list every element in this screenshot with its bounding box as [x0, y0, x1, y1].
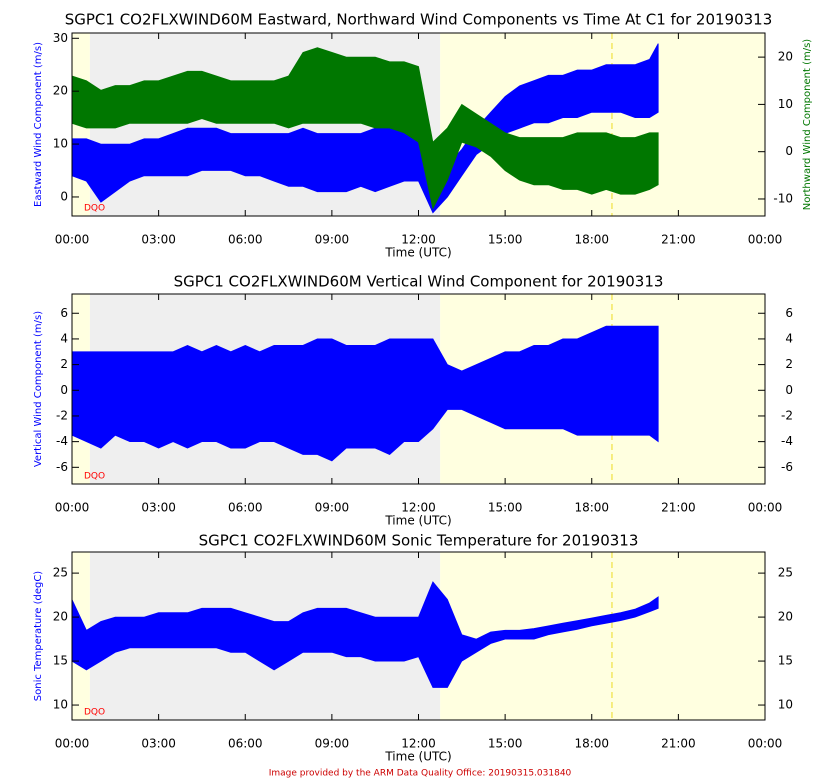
y2-tick-label: 20	[778, 610, 793, 624]
x-axis-label: Time (UTC)	[384, 750, 451, 764]
x-tick-label: 00:00	[748, 233, 783, 247]
x-tick-label: 15:00	[488, 501, 523, 515]
y-tick-label: 25	[53, 566, 68, 580]
y-tick-label: 20	[53, 84, 68, 98]
x-tick-label: 21:00	[661, 737, 696, 751]
data-band	[72, 325, 659, 462]
x-tick-label: 00:00	[55, 737, 90, 751]
y-tick-label: 4	[60, 331, 68, 345]
y2-tick-label: 15	[778, 654, 793, 668]
x-tick-label: 21:00	[661, 233, 696, 247]
x-axis-label: Time (UTC)	[384, 514, 451, 528]
x-tick-label: 00:00	[55, 501, 90, 515]
y2-tick-label: -10	[773, 191, 793, 205]
y2-tick-label: -4	[781, 434, 793, 448]
x-tick-label: 18:00	[574, 233, 609, 247]
y-tick-label: 20	[53, 610, 68, 624]
chart-title: SGPC1 CO2FLXWIND60M Vertical Wind Compon…	[174, 273, 664, 291]
x-tick-label: 00:00	[748, 737, 783, 751]
panel: 00:00 03:00 06:00 09:00 12:00 15:00 18:00 21:00…	[33, 532, 793, 764]
x-tick-label: 18:00	[574, 737, 609, 751]
x-tick-label: 03:00	[141, 501, 176, 515]
y-tick-label: 10	[53, 137, 68, 151]
y-tick-label: 6	[60, 306, 68, 320]
annotation: DQO	[84, 472, 105, 482]
x-tick-label: 00:00	[748, 501, 783, 515]
y2-tick-label: 10	[778, 97, 793, 111]
y2-tick-label: -2	[781, 408, 793, 422]
data-band	[72, 581, 659, 688]
y-axis-label: Eastward Wind Component (m/s)	[33, 42, 44, 207]
chart-title: SGPC1 CO2FLXWIND60M Sonic Temperature fo…	[199, 532, 639, 550]
y2-tick-label: 4	[785, 331, 793, 345]
x-tick-label: 18:00	[574, 501, 609, 515]
data-band	[72, 47, 659, 210]
y-tick-label: 2	[60, 357, 68, 371]
y-tick-label: 30	[53, 31, 68, 45]
annotation: DQO	[84, 708, 105, 718]
x-tick-label: 21:00	[661, 501, 696, 515]
y2-tick-label: -6	[781, 460, 793, 474]
panel: 00:00 03:00 06:00 09:00 12:00 15:00 18:00 21:00…	[33, 11, 813, 260]
x-axis-label: Time (UTC)	[384, 246, 451, 260]
x-tick-label: 12:00	[401, 737, 436, 751]
y2-tick-label: 10	[778, 698, 793, 712]
x-tick-label: 12:00	[401, 233, 436, 247]
y-tick-label: 15	[53, 654, 68, 668]
x-tick-label: 06:00	[228, 233, 263, 247]
panel: 00:00 03:00 06:00 09:00 12:00 15:00 18:00 21:00…	[33, 273, 793, 528]
y2-tick-label: 25	[778, 566, 793, 580]
y-tick-label: -2	[56, 408, 68, 422]
chart-title: SGPC1 CO2FLXWIND60M Eastward, Northward …	[65, 11, 773, 29]
annotation: DQO	[84, 204, 105, 214]
x-tick-label: 15:00	[488, 233, 523, 247]
y2-tick-label: 0	[785, 383, 793, 397]
y-tick-label: -4	[56, 434, 68, 448]
y-tick-label: -6	[56, 460, 68, 474]
x-tick-label: 00:00	[55, 233, 90, 247]
x-tick-label: 03:00	[141, 737, 176, 751]
x-tick-label: 06:00	[228, 501, 263, 515]
x-tick-label: 03:00	[141, 233, 176, 247]
y-tick-label: 0	[60, 383, 68, 397]
y-axis-label: Vertical Wind Component (m/s)	[33, 311, 44, 467]
y2-tick-label: 2	[785, 357, 793, 371]
x-tick-label: 12:00	[401, 501, 436, 515]
y-tick-label: 10	[53, 698, 68, 712]
y2-tick-label: 6	[785, 306, 793, 320]
y2-axis-label: Northward Wind Component (m/s)	[802, 39, 813, 211]
x-tick-label: 09:00	[315, 233, 350, 247]
y2-tick-label: 20	[778, 50, 793, 64]
x-tick-label: 09:00	[315, 501, 350, 515]
x-tick-label: 06:00	[228, 737, 263, 751]
data-band	[72, 43, 659, 214]
y-tick-label: 0	[60, 189, 68, 203]
y2-tick-label: 0	[785, 144, 793, 158]
x-tick-label: 09:00	[315, 737, 350, 751]
footer: Image provided by the ARM Data Quality O…	[269, 769, 572, 779]
x-tick-label: 15:00	[488, 737, 523, 751]
y-axis-label: Sonic Temperature (degC)	[33, 571, 44, 702]
